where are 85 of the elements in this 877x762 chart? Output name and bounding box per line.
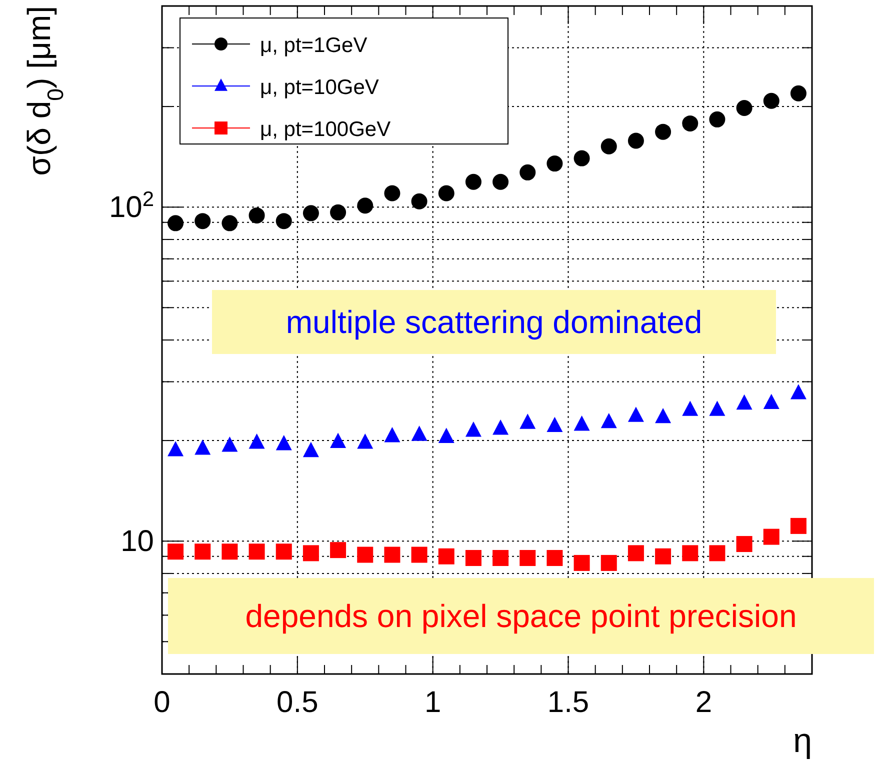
legend-label: μ, pt=1GeV <box>260 34 368 57</box>
point <box>357 198 374 214</box>
x-tick-label: 0 <box>154 686 170 719</box>
point <box>736 394 752 410</box>
point <box>194 213 211 230</box>
point <box>384 546 400 563</box>
point <box>276 213 292 230</box>
point <box>682 545 698 562</box>
point <box>628 132 644 149</box>
y-tick-label: 10 <box>120 525 154 558</box>
point <box>574 150 590 166</box>
point <box>330 432 346 448</box>
point <box>411 426 428 441</box>
point <box>357 546 374 563</box>
point <box>628 545 644 562</box>
point <box>384 185 400 202</box>
point <box>465 422 482 437</box>
point <box>709 400 726 416</box>
point <box>194 440 211 455</box>
point <box>600 412 617 428</box>
point <box>763 92 780 109</box>
y-tick-label: 10$^{2}$ <box>108 188 154 224</box>
point <box>168 441 184 456</box>
point <box>709 111 726 128</box>
point <box>438 428 454 443</box>
annotation: multiple scattering dominated <box>286 304 702 340</box>
point <box>520 414 536 429</box>
point <box>465 174 482 190</box>
point <box>411 193 428 210</box>
point <box>438 185 454 202</box>
legend-label: μ, pt=10GeV <box>260 76 379 99</box>
point <box>709 545 726 562</box>
point <box>411 546 428 563</box>
point <box>628 406 644 422</box>
point <box>248 544 265 560</box>
point <box>655 548 672 564</box>
point <box>546 156 563 172</box>
point <box>222 436 238 452</box>
point <box>736 100 752 116</box>
point <box>682 400 698 416</box>
point <box>330 542 346 558</box>
point <box>736 536 752 552</box>
point <box>276 435 292 450</box>
point <box>790 85 806 102</box>
point <box>492 420 509 435</box>
point <box>438 548 454 564</box>
point <box>222 215 238 232</box>
point <box>168 215 184 232</box>
point <box>276 544 292 560</box>
point <box>302 205 319 222</box>
point <box>248 207 265 224</box>
x-tick-label: 1 <box>424 686 442 719</box>
point <box>330 204 346 220</box>
point <box>574 416 590 431</box>
x-tick-label: 0.5 <box>276 686 318 719</box>
point <box>763 394 780 410</box>
x-tick-label: 2 <box>695 686 712 719</box>
point <box>357 434 374 449</box>
point <box>520 550 536 566</box>
point <box>600 554 617 571</box>
point <box>492 174 509 190</box>
point <box>302 545 319 562</box>
legend-label: μ, pt=100GeV <box>260 118 391 141</box>
annotation: depends on pixel space point precision <box>245 598 797 634</box>
point <box>465 550 482 566</box>
point <box>763 528 780 545</box>
point <box>546 550 563 566</box>
point <box>384 427 400 442</box>
point <box>790 384 806 400</box>
point <box>302 442 319 458</box>
point <box>520 164 536 180</box>
point <box>600 138 617 154</box>
point <box>790 518 806 534</box>
point <box>222 544 238 560</box>
point <box>248 434 265 449</box>
point <box>168 544 184 560</box>
point <box>194 544 211 560</box>
point <box>546 416 563 432</box>
point <box>492 550 509 566</box>
x-tick-label: 1.5 <box>547 686 590 719</box>
point <box>655 124 672 140</box>
x-axis-title: η <box>793 722 812 760</box>
point <box>574 554 590 571</box>
point <box>682 115 698 132</box>
point <box>655 408 672 424</box>
